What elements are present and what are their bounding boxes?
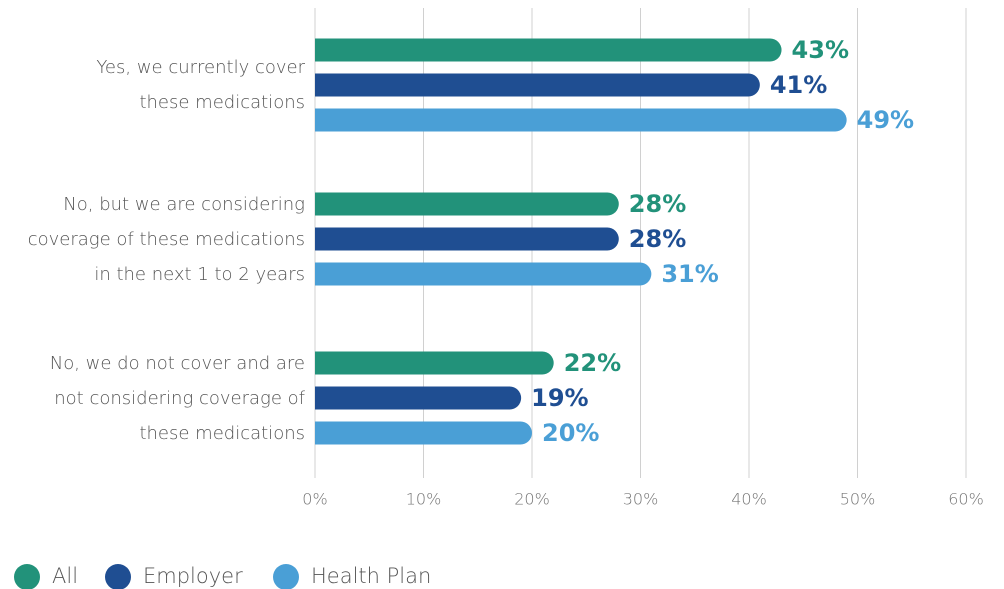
x-tick-label: 10% — [406, 490, 442, 509]
x-tick-label: 50% — [840, 490, 876, 509]
legend-label: All — [52, 564, 78, 588]
bar — [315, 351, 554, 375]
bar — [315, 192, 619, 216]
value-label: 20% — [542, 419, 599, 447]
value-label: 31% — [661, 260, 718, 288]
value-label: 28% — [629, 190, 686, 218]
bar — [315, 108, 847, 132]
category-label: No, we do not cover and are not consider… — [49, 352, 305, 444]
value-label: 22% — [564, 349, 621, 377]
value-label: 49% — [857, 106, 914, 134]
legend-marker — [105, 564, 131, 589]
bar — [315, 73, 760, 97]
value-label: 43% — [792, 36, 849, 64]
legend-marker — [14, 564, 40, 589]
legend-label: Employer — [143, 564, 243, 588]
legend-label: Health Plan — [311, 564, 431, 588]
value-label: 41% — [770, 71, 827, 99]
x-tick-label: 60% — [948, 490, 984, 509]
legend-marker — [273, 564, 299, 589]
category-label: No, but we are considering coverage of t… — [27, 193, 305, 285]
category-label: Yes, we currently cover these medication… — [96, 57, 305, 113]
x-tick-label: 30% — [623, 490, 659, 509]
bar — [315, 421, 532, 445]
bar — [315, 227, 619, 251]
bar — [315, 262, 652, 286]
x-tick-label: 40% — [731, 490, 767, 509]
value-label: 19% — [531, 384, 588, 412]
x-tick-label: 0% — [302, 490, 327, 509]
bar — [315, 386, 522, 410]
value-label: 28% — [629, 225, 686, 253]
x-tick-label: 20% — [514, 490, 550, 509]
bar — [315, 38, 782, 62]
